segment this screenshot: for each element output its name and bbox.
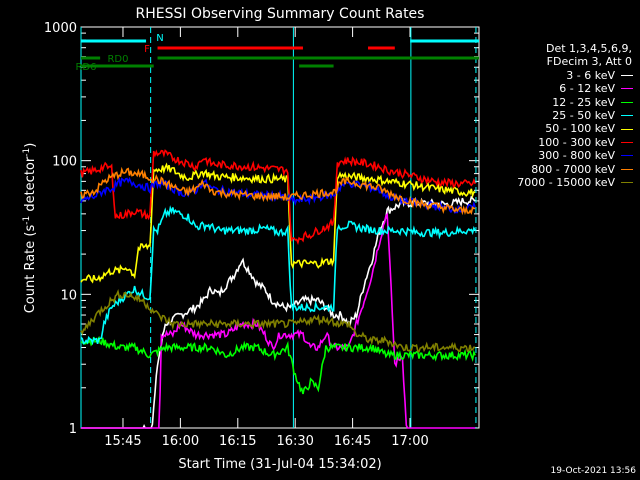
y-label-part: detector (23, 156, 38, 216)
legend-entry-label: 300 - 800 keV (538, 149, 615, 163)
y-tick-label: 100 (52, 155, 77, 170)
y-label-sup: -1 (22, 148, 32, 157)
y-tick-label: 10 (60, 288, 77, 303)
x-tick-label: 15:45 (104, 434, 141, 449)
legend-header-line: FDecim 3, Att 0 (546, 55, 632, 69)
legend-entry-label: 12 - 25 keV (552, 95, 615, 109)
series-line (80, 166, 476, 216)
plot-frame (80, 26, 480, 429)
legend-entry: 100 - 300 keV (486, 136, 636, 149)
chart-legend: Det 1,3,4,5,6,9, FDecim 3, Att 0 3 - 6 k… (486, 42, 636, 189)
annotation-label: N (156, 33, 163, 44)
legend-entry: 3 - 6 keV (486, 69, 636, 82)
legend-entry: 25 - 50 keV (486, 109, 636, 122)
legend-entry-label: 50 - 100 keV (545, 122, 615, 136)
legend-entry: 7000 - 15000 keV (486, 176, 636, 189)
legend-swatch (621, 101, 633, 103)
legend-entry-label: 800 - 7000 keV (531, 162, 615, 176)
legend-entry: 50 - 100 keV (486, 122, 636, 135)
legend-entry: 6 - 12 keV (486, 82, 636, 95)
x-tick-label: 16:30 (276, 434, 313, 449)
legend-entry: 300 - 800 keV (486, 149, 636, 162)
legend-swatch (621, 155, 633, 157)
y-label-part: ) (23, 143, 38, 148)
legend-entry-label: 7000 - 15000 keV (517, 175, 615, 189)
legend-entry-label: 6 - 12 keV (559, 82, 615, 96)
legend-swatch (621, 115, 633, 117)
annotation-label: RD6 (75, 62, 96, 73)
legend-swatch (621, 168, 633, 170)
series-line (80, 205, 476, 346)
series-line (80, 162, 476, 284)
annotation-label: RD0 (107, 54, 128, 65)
legend-header-line: Det 1,3,4,5,6,9, (545, 42, 632, 55)
y-axis-label: Count Rate (s-1 detector-1) (22, 143, 38, 314)
y-tick-label: 1 (69, 422, 77, 437)
legend-entry: 800 - 7000 keV (486, 163, 636, 176)
x-tick-label: 17:00 (391, 434, 428, 449)
x-axis-label: Start Time (31-Jul-04 15:34:02) (178, 457, 381, 472)
series-line (80, 335, 476, 395)
y-label-part: Count Rate (s (23, 225, 38, 314)
legend-entry-label: 3 - 6 keV (566, 68, 615, 82)
x-tick-label: 16:45 (334, 434, 371, 449)
legend-entry: 12 - 25 keV (486, 96, 636, 109)
annotation-label: F (144, 44, 150, 55)
y-tick-label: 1000 (44, 21, 77, 36)
series-line (80, 288, 476, 353)
series-line (80, 149, 476, 246)
date-stamp: 19-Oct-2021 13:56 (550, 466, 636, 476)
legend-entry-label: 100 - 300 keV (538, 135, 615, 149)
series-line (81, 212, 476, 429)
legend-swatch (621, 182, 633, 184)
legend-swatch (621, 88, 633, 90)
legend-swatch (621, 128, 633, 130)
y-label-sup: -1 (22, 216, 32, 225)
x-tick-label: 16:15 (219, 434, 256, 449)
x-tick-label: 16:00 (162, 434, 199, 449)
legend-swatch (621, 141, 633, 143)
legend-entry-label: 25 - 50 keV (552, 108, 615, 122)
legend-swatch (621, 75, 633, 76)
chart-title: RHESSI Observing Summary Count Rates (136, 6, 425, 22)
plot-area: 1 10 100 1000 15:45 16:00 16:15 16:30 16:45 17:00… (44, 21, 480, 449)
